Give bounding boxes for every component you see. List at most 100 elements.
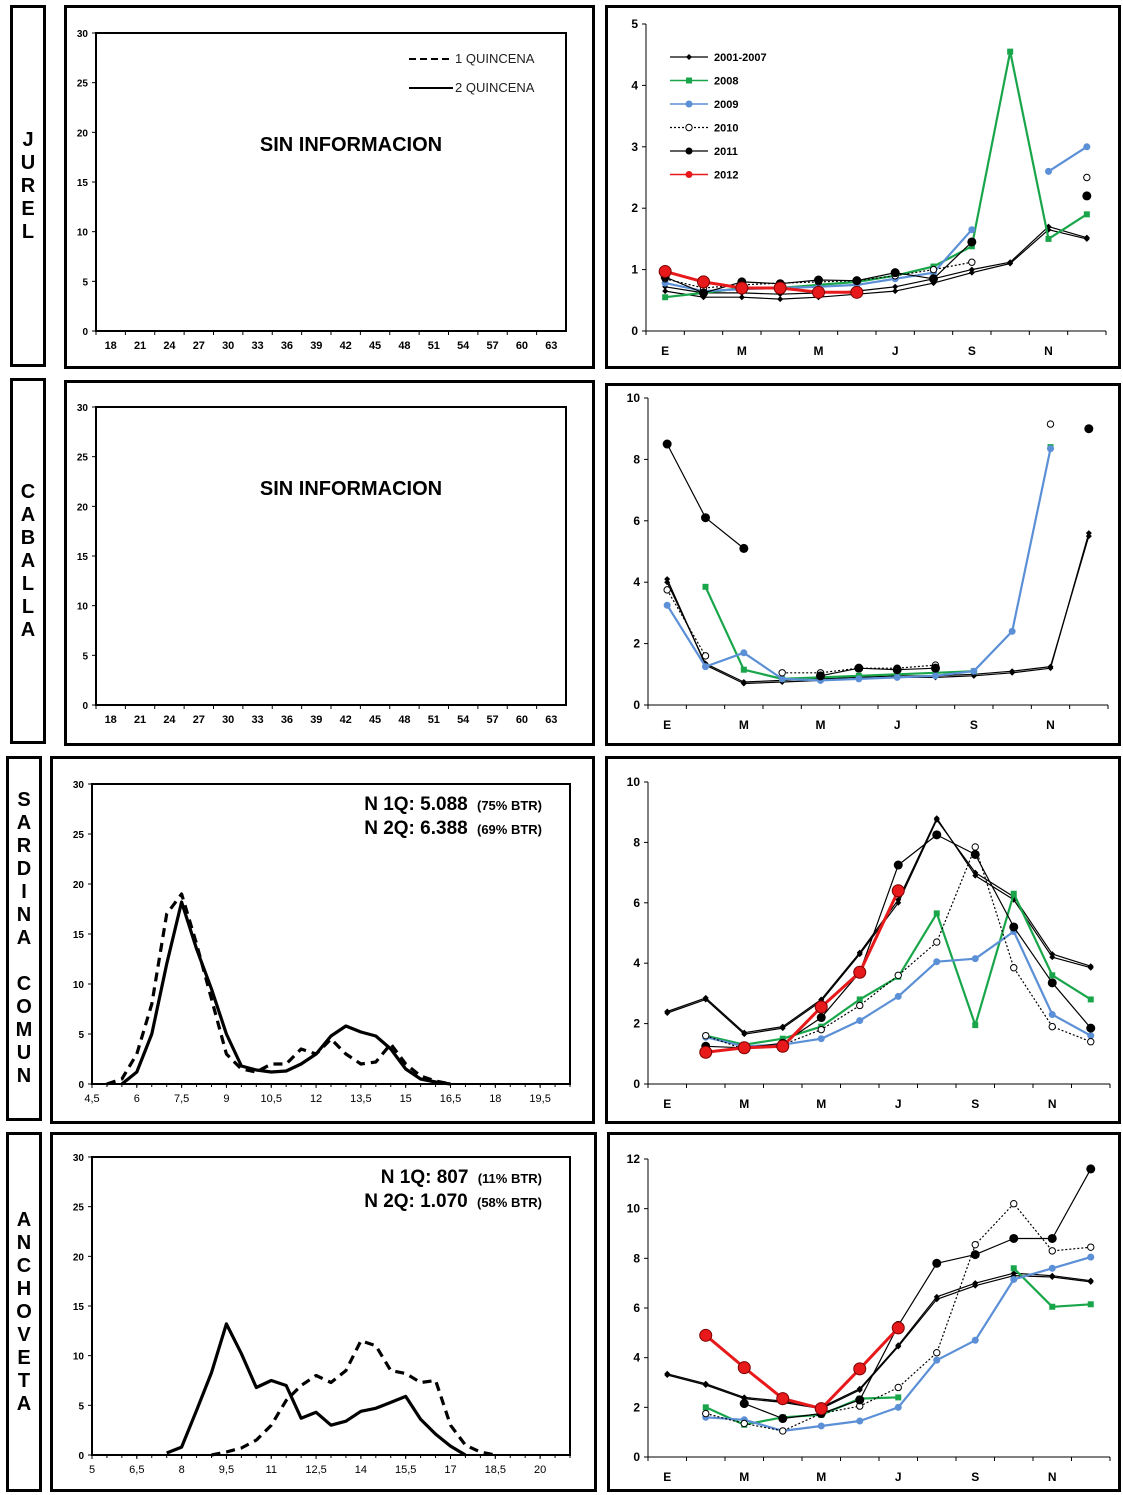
data-point-square [933, 910, 940, 917]
data-point-circle [1083, 143, 1091, 151]
legend-label: 2008 [714, 76, 738, 88]
annotation-label: N 1Q: [364, 794, 420, 815]
data-point-dot [701, 513, 710, 523]
data-point-diamond [1085, 530, 1092, 537]
y-tick-label: 5 [631, 17, 638, 31]
data-point-circle [971, 955, 979, 963]
data-point-circle [932, 672, 939, 680]
species-letter: J [22, 128, 34, 151]
data-point-circle [1008, 627, 1016, 635]
series-line [667, 1272, 1091, 1408]
data-point-diamond [1009, 668, 1016, 675]
x-tick-label: M [816, 1470, 826, 1484]
data-point-red [814, 1402, 828, 1416]
data-point-square [1045, 235, 1052, 242]
species-letter: U [20, 151, 36, 174]
species-letter: N [16, 904, 32, 926]
y-tick-label: 0 [78, 1451, 84, 1462]
x-tick-label: S [971, 1470, 979, 1484]
x-tick-label: 42 [340, 340, 352, 352]
data-point-circle [856, 1017, 864, 1025]
data-point-diamond [662, 288, 669, 295]
y-tick-label: 0 [631, 324, 638, 338]
species-letter: D [16, 858, 32, 880]
data-point-square [1010, 1265, 1017, 1272]
data-point-red [853, 965, 867, 979]
x-tick-label: E [663, 1470, 671, 1484]
series-2012 [699, 1321, 905, 1416]
series-line [704, 1326, 900, 1411]
data-point-open-circle [702, 1031, 710, 1040]
data-point-red [658, 264, 672, 278]
data-point-open-circle [685, 123, 693, 132]
species-letter: M [15, 1019, 33, 1041]
data-point-open-circle [933, 1349, 941, 1357]
data-point-dot [970, 1250, 980, 1260]
data-point-square [1087, 1301, 1094, 1308]
x-tick-label: 39 [310, 714, 322, 726]
data-point-circle [1048, 1264, 1056, 1272]
anchoveta-monthly-frame [607, 1132, 1121, 1492]
x-tick-label: 42 [340, 714, 352, 726]
data-point-dot [967, 237, 977, 247]
y-tick-label: 4 [633, 956, 640, 970]
y-tick-label: 30 [77, 403, 89, 414]
y-tick-label: 0 [633, 1450, 640, 1464]
series-line-1-quincena [211, 1339, 496, 1457]
species-letter: C [20, 480, 36, 503]
y-tick-label: 25 [73, 830, 85, 841]
species-letter: N [16, 1065, 32, 1087]
y-tick-label: 0 [82, 327, 88, 338]
y-tick-label: 10 [73, 1352, 85, 1363]
data-point-square [1049, 972, 1056, 979]
annotation-value: 807 [437, 1167, 474, 1188]
species-letter: A [20, 503, 36, 526]
y-tick-label: 6 [633, 514, 640, 528]
species-letter: N [16, 1231, 32, 1254]
y-tick-label: 4 [633, 575, 640, 589]
y-tick-label: 2 [633, 1400, 640, 1414]
data-point-diamond [968, 269, 975, 276]
annotation-count: N 2Q: 6.388 (69% BTR) [364, 818, 542, 839]
data-point-diamond [1087, 964, 1094, 971]
data-point-diamond [738, 294, 745, 301]
data-point-dot [1086, 1164, 1096, 1174]
species-letter: A [20, 549, 36, 572]
annotation-value: 6.388 [420, 818, 473, 839]
data-point-diamond [740, 678, 747, 685]
series-line-2-quincena [166, 1322, 467, 1457]
y-tick-label: 6 [633, 896, 640, 910]
x-tick-label: 27 [193, 714, 205, 726]
data-point-red [776, 1392, 790, 1406]
species-letter: E [21, 197, 35, 220]
data-point-circle [817, 1035, 825, 1043]
data-point-circle [1048, 1011, 1056, 1019]
x-tick-label: 21 [134, 340, 146, 352]
x-tick-label: 24 [163, 714, 176, 726]
data-point-open-circle [894, 971, 902, 979]
annotation-btr: (11% BTR) [478, 1171, 542, 1186]
species-letter: A [16, 812, 32, 834]
data-point-diamond [895, 1342, 902, 1349]
data-point-open-circle [856, 1001, 864, 1010]
x-tick-label: 18 [105, 340, 117, 352]
data-point-diamond [972, 1280, 979, 1287]
x-tick-label: 21 [134, 714, 146, 726]
data-point-square [1083, 211, 1090, 218]
y-tick-label: 5 [78, 1401, 84, 1412]
data-point-diamond [1085, 533, 1092, 540]
data-point-circle [1045, 167, 1052, 175]
annotation-btr: (75% BTR) [477, 798, 542, 813]
data-point-diamond [664, 1008, 671, 1015]
y-tick-label: 30 [73, 1153, 85, 1164]
x-tick-label: 51 [428, 340, 440, 352]
data-point-diamond [702, 994, 709, 1001]
data-point-open-circle [971, 1240, 979, 1249]
data-point-dot [854, 663, 864, 673]
x-tick-label: E [663, 1097, 671, 1111]
data-point-red [737, 1041, 751, 1055]
data-point-dot [699, 288, 708, 298]
annotation-count: N 1Q: 807 (11% BTR) [381, 1167, 542, 1188]
data-point-dot [814, 275, 823, 285]
